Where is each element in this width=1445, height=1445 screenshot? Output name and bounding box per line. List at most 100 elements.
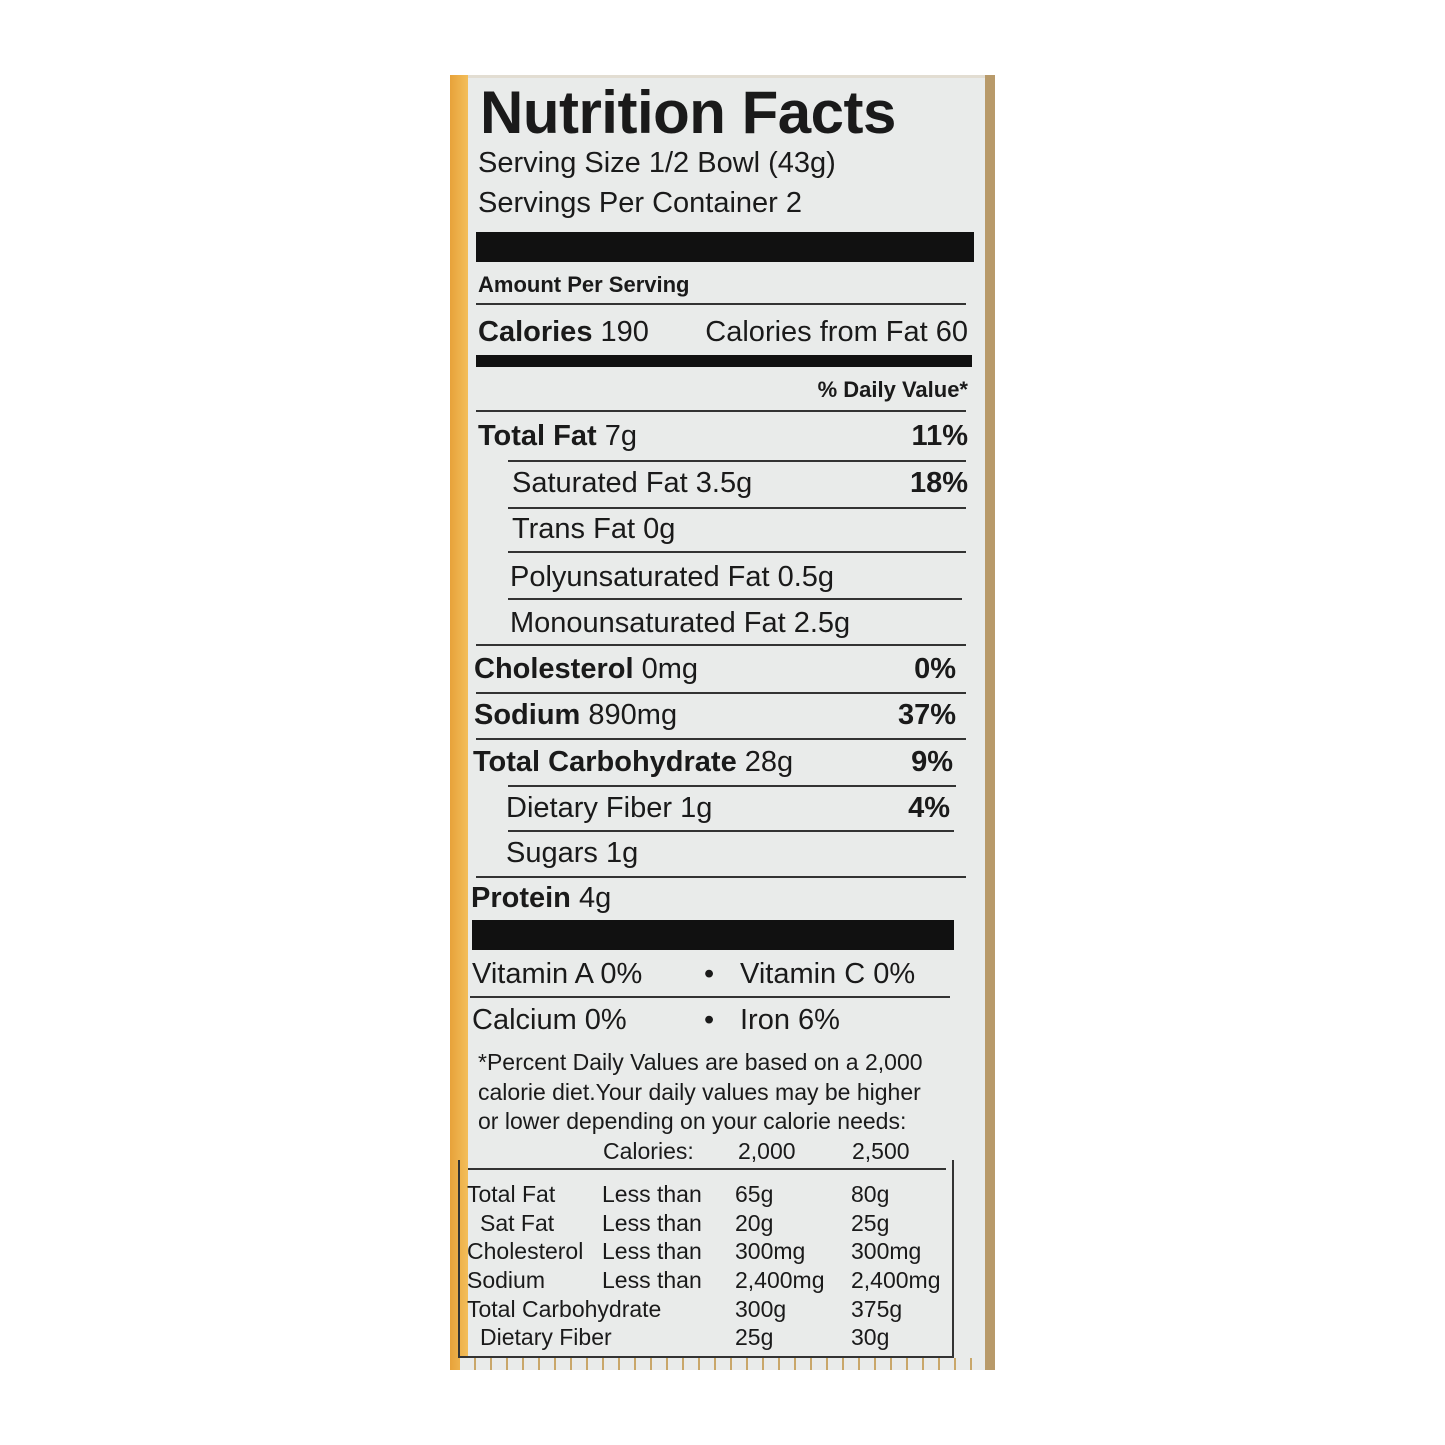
nutrient-row: Total Fat 7g 11% <box>478 418 968 454</box>
nutrient-label: Sugars <box>506 837 598 869</box>
nutrient-daily-value: 0% <box>914 653 956 685</box>
dv-table-c2: 375g <box>851 1296 903 1322</box>
dv-table-c1: 25g <box>735 1324 774 1350</box>
divider <box>508 785 956 787</box>
dv-table-header-2500: 2,500 <box>852 1138 910 1164</box>
nutrient-row: Sodium 890mg 37% <box>474 697 956 733</box>
dv-table-c1: 300mg <box>735 1238 806 1264</box>
dv-table-qual: Less than <box>602 1238 702 1264</box>
nutrition-label-panel <box>468 78 985 1360</box>
nutrient-amount: 0mg <box>641 653 699 685</box>
nutrient-daily-value: 4% <box>908 792 950 824</box>
nutrient-row: Monounsaturated Fat 2.5g <box>476 605 962 641</box>
vitamin-row: Vitamin A 0% • Vitamin C 0% <box>472 956 962 992</box>
nutrient-row: Saturated Fat 3.5g 18% <box>478 465 968 501</box>
nutrient: Sugars 1g <box>506 835 638 871</box>
nutrient-label: Cholesterol <box>474 653 634 685</box>
calories-value: 190 <box>600 316 649 348</box>
vitamin-left: Calcium 0% <box>472 1004 627 1036</box>
divider <box>508 507 966 509</box>
vitamin-right: Iron 6% <box>740 1004 840 1036</box>
nutrient-row: Dietary Fiber 1g 4% <box>472 790 950 826</box>
divider <box>476 303 966 305</box>
vitamin-left: Vitamin A 0% <box>472 958 643 990</box>
nutrient-amount: 2.5g <box>793 607 851 639</box>
nutrient: Dietary Fiber 1g <box>506 790 712 826</box>
dv-table-qual: Less than <box>602 1210 702 1236</box>
nutrient: Saturated Fat 3.5g <box>512 465 752 501</box>
package-right-edge <box>985 75 995 1370</box>
calories-label: Calories <box>478 316 593 348</box>
calories: Calories 190 <box>478 314 649 350</box>
footnote-line: calorie diet.Your daily values may be hi… <box>478 1079 921 1105</box>
divider <box>476 410 966 412</box>
calories-from-fat: Calories from Fat 60 <box>705 316 968 348</box>
divider <box>508 598 962 600</box>
table-border-bottom <box>458 1356 953 1358</box>
dv-table-qual: Less than <box>602 1267 702 1293</box>
dv-table-nutrient: Cholesterol <box>467 1238 584 1264</box>
servings-per-container-text: Servings Per Container 2 <box>478 187 802 219</box>
nutrient: Trans Fat 0g <box>512 511 675 547</box>
nutrient: Sodium 890mg <box>474 697 677 733</box>
nutrient-amount: 3.5g <box>695 467 753 499</box>
nutrient: Polyunsaturated Fat 0.5g <box>510 559 834 595</box>
serving-size: Serving Size 1/2 Bowl (43g) <box>478 145 968 181</box>
dv-table-c2: 80g <box>851 1181 890 1207</box>
nutrient-label: Sodium <box>474 699 581 731</box>
orange-package-edge <box>450 75 468 1370</box>
dv-table-header-label: Calories: <box>603 1138 694 1164</box>
nutrient: Monounsaturated Fat 2.5g <box>510 605 850 641</box>
divider <box>470 996 950 998</box>
footnote-line: or lower depending on your calorie needs… <box>478 1108 907 1134</box>
medium-divider <box>476 355 972 367</box>
table-border-right <box>952 1160 954 1358</box>
servings-per-container: Servings Per Container 2 <box>478 185 968 221</box>
divider <box>476 692 966 694</box>
label-title: Nutrition Facts <box>480 79 896 146</box>
nutrient-amount: 7g <box>604 420 638 452</box>
nutrient-amount: 1g <box>605 837 639 869</box>
nutrient-daily-value: 9% <box>911 746 953 778</box>
divider <box>508 830 954 832</box>
divider <box>476 738 966 740</box>
dv-table-c1: 65g <box>735 1181 774 1207</box>
daily-value-header: % Daily Value* <box>478 372 968 408</box>
thick-divider <box>476 232 974 262</box>
nutrient-row: Cholesterol 0mg 0% <box>474 651 956 687</box>
daily-value-header-text: % Daily Value* <box>817 377 968 402</box>
dv-table-c2: 30g <box>851 1324 890 1350</box>
divider <box>508 460 966 462</box>
vitamin-row: Calcium 0% • Iron 6% <box>472 1002 962 1038</box>
divider <box>476 644 966 646</box>
divider <box>508 551 966 553</box>
dv-table-c2: 300mg <box>851 1238 922 1264</box>
dv-table-nutrient: Sat Fat <box>480 1210 555 1236</box>
nutrient-row: Total Carbohydrate 28g 9% <box>473 744 953 780</box>
nutrient-label: Monounsaturated Fat <box>510 607 786 639</box>
nutrient-amount: 890mg <box>588 699 678 731</box>
bullet: • <box>704 1004 715 1036</box>
calories-row: Calories 190 Calories from Fat 60 <box>478 314 968 350</box>
nutrient: Protein 4g <box>471 880 611 916</box>
divider <box>468 1168 946 1170</box>
nutrient-label: Trans Fat <box>512 513 636 545</box>
dv-table-header-2000: 2,000 <box>738 1138 796 1164</box>
nutrient-amount: 0.5g <box>777 561 835 593</box>
nutrient-amount: 4g <box>578 882 612 914</box>
amount-per-serving: Amount Per Serving <box>478 267 968 303</box>
nutrient: Cholesterol 0mg <box>474 651 698 687</box>
divider <box>476 876 966 878</box>
dv-table-c1: 300g <box>735 1296 787 1322</box>
dv-table-c2: 25g <box>851 1210 890 1236</box>
nutrient: Total Fat 7g <box>478 418 637 454</box>
dv-table-nutrient: Total Carbohydrate <box>467 1296 662 1322</box>
serving-size-text: Serving Size 1/2 Bowl (43g) <box>478 147 836 179</box>
nutrient-row: Sugars 1g <box>472 835 950 871</box>
nutrient-row: Polyunsaturated Fat 0.5g <box>476 559 962 595</box>
nutrient-amount: 28g <box>744 746 794 778</box>
nutrient-amount: 0g <box>643 513 676 545</box>
dv-table-c1: 20g <box>735 1210 774 1236</box>
amount-per-serving-text: Amount Per Serving <box>478 272 690 297</box>
nutrient-amount: 1g <box>680 792 713 824</box>
